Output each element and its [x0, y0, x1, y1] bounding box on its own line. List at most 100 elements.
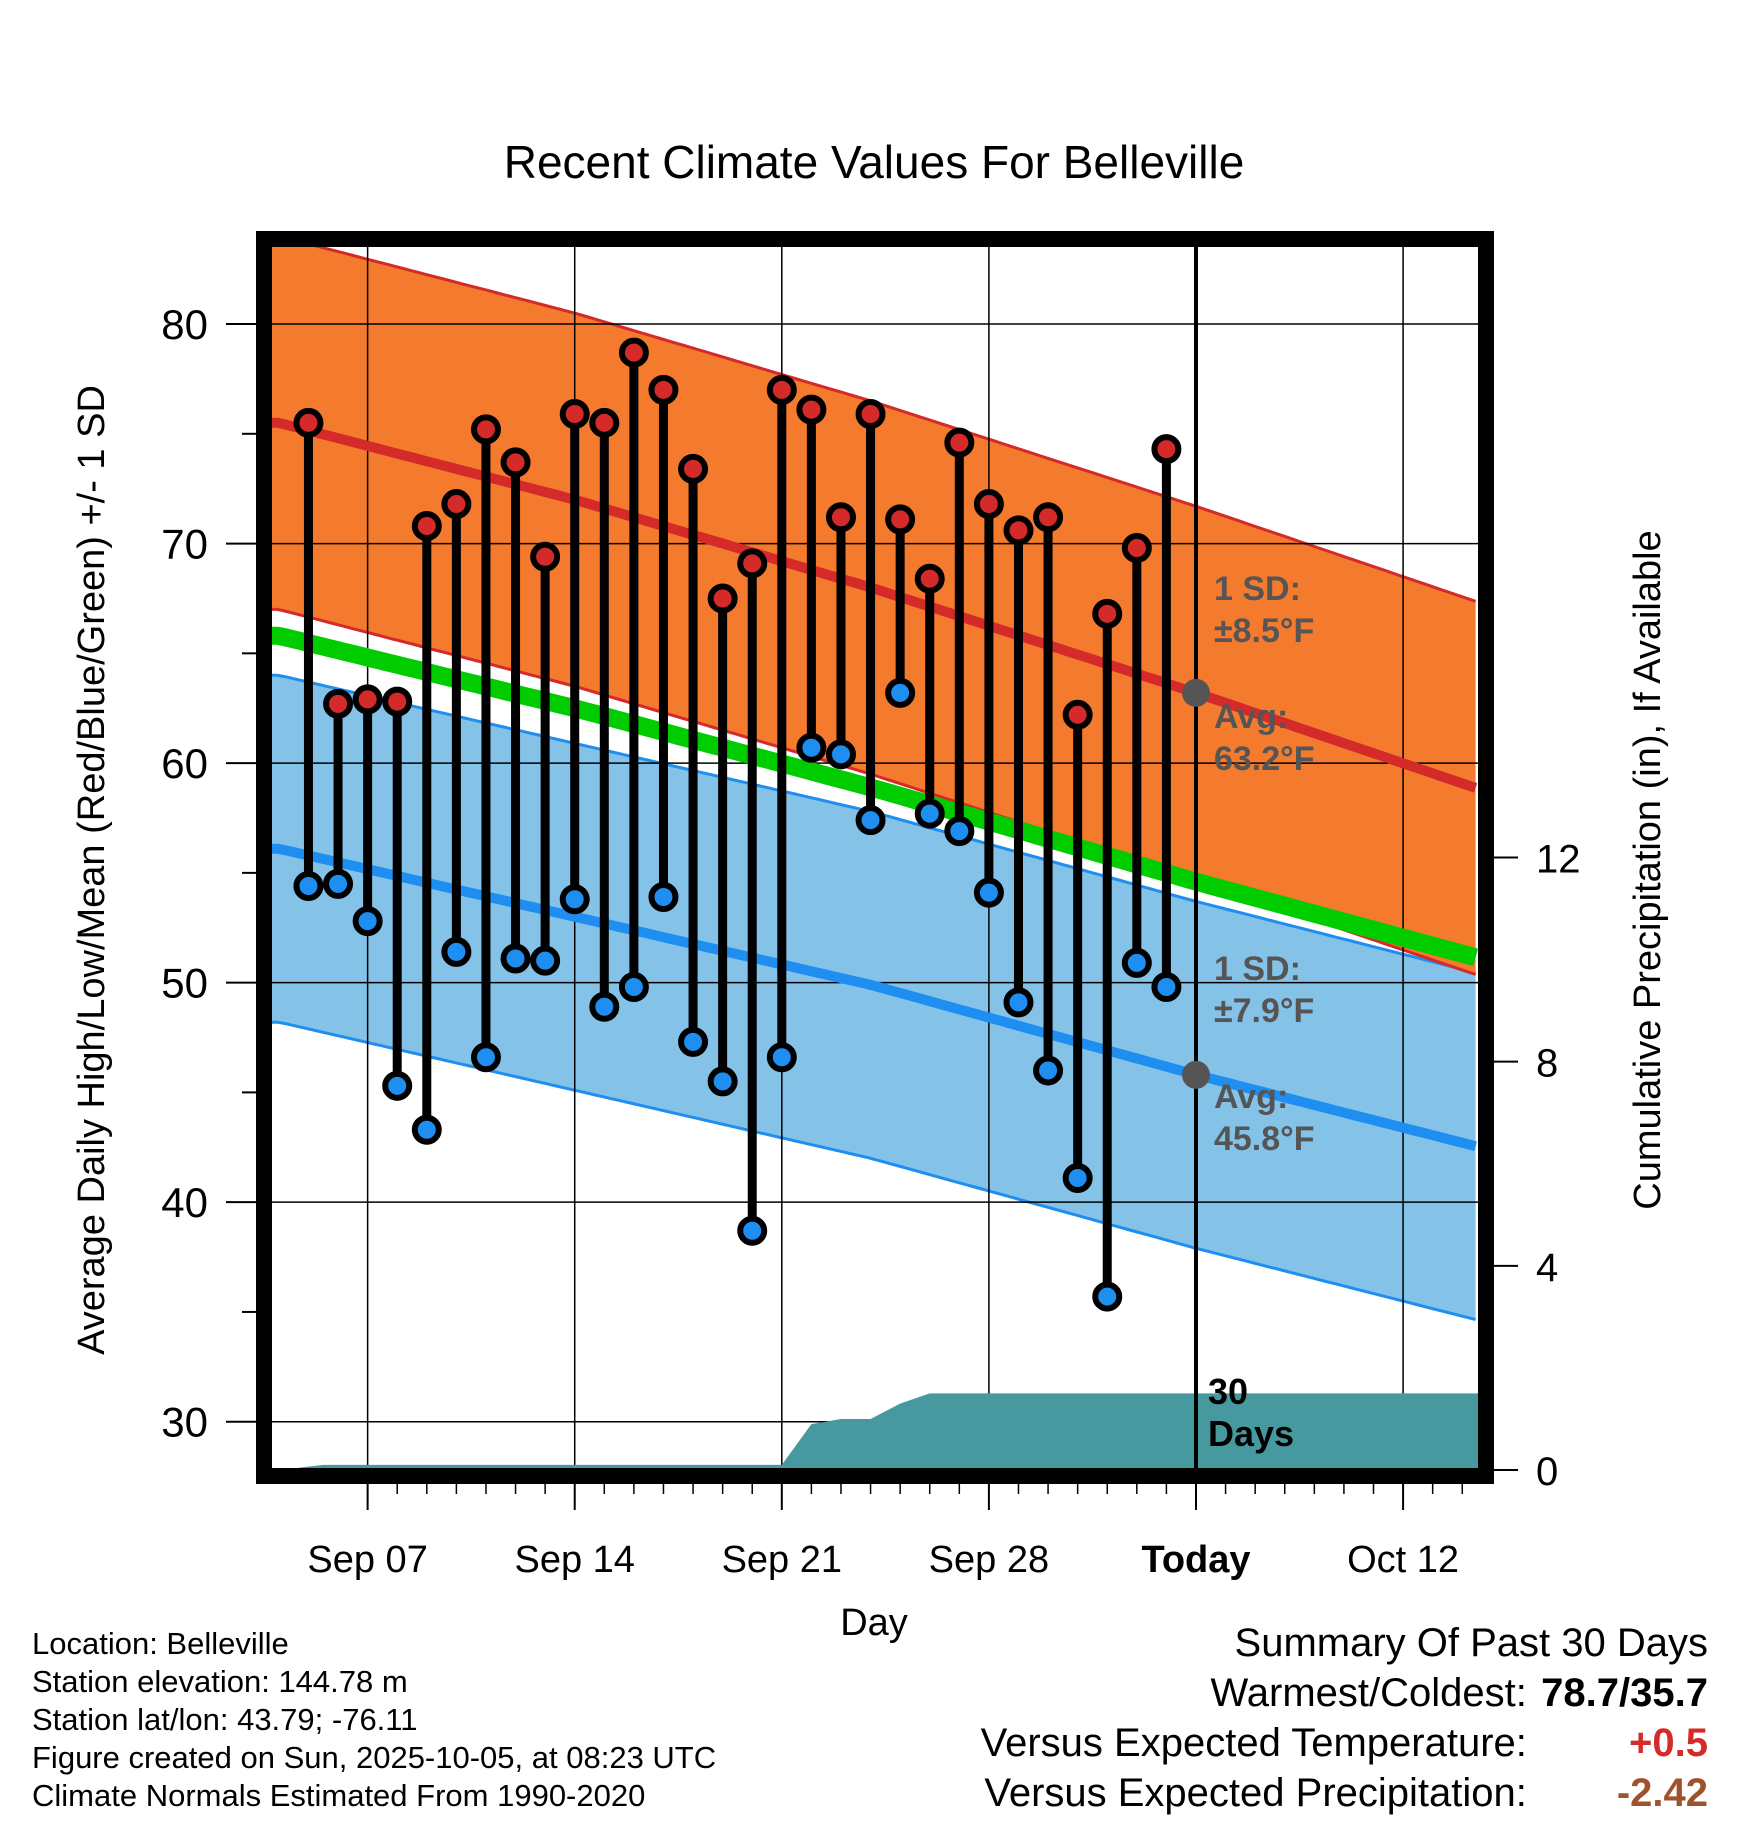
- y-tick-label: 80: [161, 301, 208, 348]
- daily-low-marker: [530, 945, 561, 976]
- daily-low-marker: [648, 882, 679, 913]
- daily-low-marker: [470, 1042, 501, 1073]
- high-avg-value: 63.2°F: [1214, 740, 1315, 778]
- y-tick-label: 50: [161, 960, 208, 1007]
- daily-low-marker: [559, 884, 590, 915]
- cumulative-precip-area: [278, 1393, 1480, 1470]
- daily-high-marker: [589, 407, 620, 438]
- high-sd-label: 1 SD:: [1214, 570, 1301, 608]
- daily-low-marker: [944, 816, 975, 847]
- daily-high-marker: [530, 541, 561, 572]
- daily-high-marker: [737, 548, 768, 579]
- normals-text: Climate Normals Estimated From 1990-2020: [32, 1778, 646, 1813]
- x-axis-label: Day: [840, 1602, 908, 1644]
- daily-high-marker: [352, 684, 383, 715]
- warmest-coldest-label: Warmest/Coldest:: [1210, 1671, 1527, 1715]
- y2-tick-label: 4: [1536, 1246, 1558, 1290]
- location-text: Location: Belleville: [32, 1626, 289, 1661]
- daily-low-marker: [1033, 1055, 1064, 1086]
- daily-high-marker: [796, 394, 827, 425]
- x-tick-label: Oct 12: [1347, 1539, 1459, 1581]
- low-sd-label: 1 SD:: [1214, 950, 1301, 988]
- daily-low-marker: [855, 805, 886, 836]
- daily-low-marker: [796, 732, 827, 763]
- created-text: Figure created on Sun, 2025-10-05, at 08…: [32, 1740, 717, 1775]
- summary-heading: Summary Of Past 30 Days: [1234, 1621, 1708, 1665]
- temp-anomaly-row: Versus Expected Temperature: +0.5: [981, 1718, 1708, 1768]
- daily-low-marker: [618, 972, 649, 1003]
- daily-high-marker: [855, 399, 886, 430]
- daily-low-marker: [1003, 987, 1034, 1018]
- window-length-unit: Days: [1208, 1413, 1294, 1454]
- daily-high-marker: [825, 502, 856, 533]
- y-tick-label: 40: [161, 1179, 208, 1226]
- daily-low-marker: [737, 1215, 768, 1246]
- x-tick-label: Sep 28: [929, 1539, 1049, 1581]
- precip-anomaly-value: -2.42: [1616, 1771, 1708, 1815]
- y2-axis-label: Cumulative Precipitation (in), If Availa…: [1627, 530, 1669, 1209]
- daily-high-marker: [1121, 532, 1152, 563]
- daily-high-marker: [441, 489, 472, 520]
- daily-high-marker: [470, 414, 501, 445]
- y-tick-label: 70: [161, 521, 208, 568]
- daily-high-marker: [1062, 699, 1093, 730]
- daily-low-marker: [589, 991, 620, 1022]
- daily-high-marker: [1033, 502, 1064, 533]
- daily-high-marker: [411, 511, 442, 542]
- daily-high-marker: [1003, 515, 1034, 546]
- y-tick-label: 60: [161, 740, 208, 787]
- latlon-text: Station lat/lon: 43.79; -76.11: [32, 1702, 418, 1737]
- daily-low-marker: [1151, 972, 1182, 1003]
- daily-low-marker: [1121, 947, 1152, 978]
- x-tick-label: Sep 07: [307, 1539, 427, 1581]
- daily-low-marker: [441, 936, 472, 967]
- low-avg-value: 45.8°F: [1214, 1120, 1315, 1158]
- daily-low-marker: [973, 877, 1004, 908]
- daily-high-marker: [973, 489, 1004, 520]
- x-tick-label: Today: [1141, 1539, 1250, 1581]
- elevation-text: Station elevation: 144.78 m: [32, 1664, 408, 1699]
- daily-low-marker: [914, 798, 945, 829]
- y-tick-label: 30: [161, 1399, 208, 1446]
- warmest-coldest-value: 78.7/35.7: [1541, 1671, 1708, 1715]
- low-avg-label: Avg:: [1214, 1078, 1288, 1116]
- daily-high-marker: [766, 374, 797, 405]
- daily-high-marker: [944, 427, 975, 458]
- daily-low-marker: [1092, 1281, 1123, 1312]
- low-sd-lower-edge: [270, 1020, 1476, 1322]
- daily-low-marker: [382, 1070, 413, 1101]
- x-tick-label: Sep 14: [514, 1539, 634, 1581]
- precip-anomaly-row: Versus Expected Precipitation: -2.42: [981, 1768, 1708, 1818]
- daily-high-marker: [1092, 598, 1123, 629]
- daily-high-marker: [618, 337, 649, 368]
- daily-low-marker: [1062, 1163, 1093, 1194]
- daily-low-marker: [825, 739, 856, 770]
- daily-high-marker: [648, 374, 679, 405]
- warmest-coldest-row: Warmest/Coldest: 78.7/35.7: [981, 1668, 1709, 1718]
- y2-tick-label: 12: [1536, 838, 1581, 882]
- daily-high-marker: [293, 407, 324, 438]
- y2-tick-label: 8: [1536, 1042, 1558, 1086]
- daily-high-marker: [914, 563, 945, 594]
- plot-area: 1 SD: ±8.5°F Avg: 63.2°F 1 SD: ±7.9°F Avg: 45.8…: [161, 231, 1581, 1581]
- today-high-normal-dot: [1181, 678, 1210, 707]
- precip-anomaly-label: Versus Expected Precipitation:: [984, 1771, 1527, 1815]
- daily-low-marker: [352, 906, 383, 937]
- daily-high-marker: [678, 453, 709, 484]
- daily-low-marker: [707, 1066, 738, 1097]
- low-sd-value: ±7.9°F: [1214, 992, 1314, 1030]
- daily-low-marker: [678, 1026, 709, 1057]
- daily-low-marker: [323, 868, 354, 899]
- daily-low-marker: [885, 677, 916, 708]
- daily-high-marker: [1151, 434, 1182, 465]
- y2-tick-label: 0: [1536, 1450, 1558, 1494]
- daily-high-marker: [382, 686, 413, 717]
- normal-low-line: [270, 843, 1477, 1152]
- temp-anomaly-value: +0.5: [1629, 1721, 1708, 1765]
- daily-high-marker: [559, 399, 590, 430]
- daily-low-marker: [766, 1042, 797, 1073]
- daily-high-marker: [500, 447, 531, 478]
- high-avg-label: Avg:: [1214, 698, 1288, 736]
- plot-frame: [256, 231, 1494, 1484]
